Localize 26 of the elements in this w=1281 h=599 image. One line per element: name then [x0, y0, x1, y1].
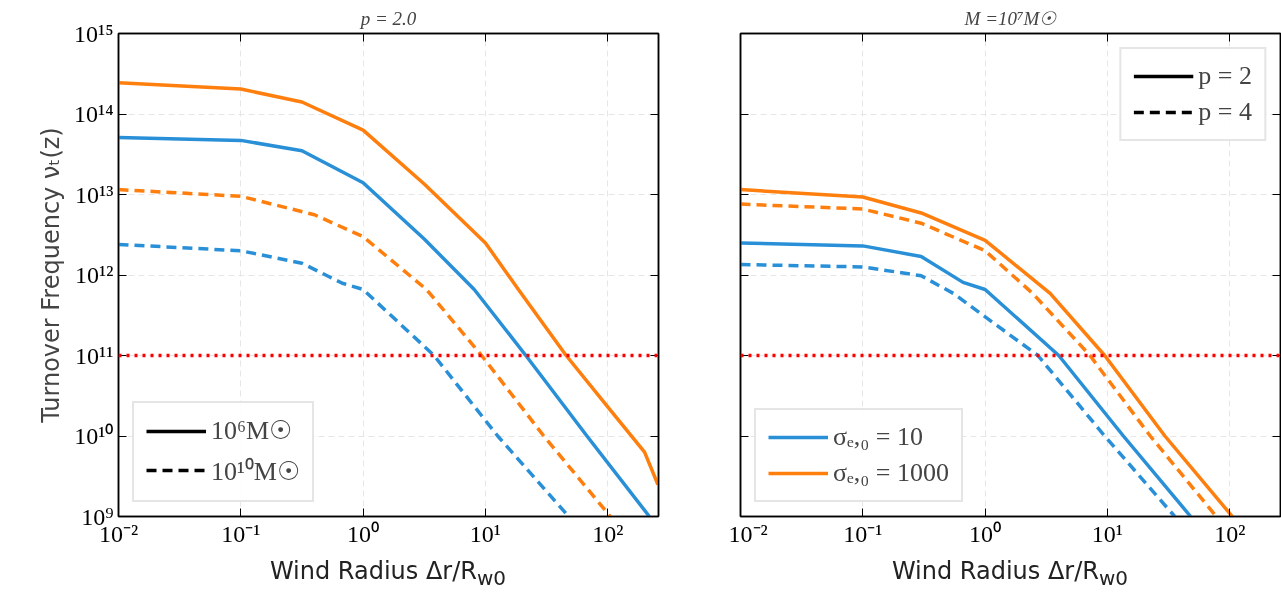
x-axis-title: Wind Radius Δr/R$_{w0}$: [269, 556, 507, 592]
legend-label: σₑ,₀ = 10: [833, 422, 923, 452]
x-axis-title: Wind Radius Δr/R$_{w0}$: [891, 556, 1129, 592]
x-tick-label: 10²: [1214, 520, 1246, 547]
chart-title: M =10⁷M☉: [963, 7, 1058, 29]
y-tick-label: 10¹⁰: [74, 423, 114, 449]
x-tick-label: 10⁻¹: [221, 520, 261, 547]
y-tick-label: 10¹³: [75, 181, 114, 208]
x-tick-label: 10²: [592, 520, 624, 547]
y-tick-label: 10¹¹: [75, 342, 114, 369]
y-tick-label: 10¹⁴: [73, 101, 114, 127]
x-tick-label: 10⁰: [969, 520, 1002, 547]
y-tick-label: 10¹²: [75, 262, 114, 288]
legend-label: 10⁶M☉: [211, 415, 293, 446]
chart-title: p = 2.0: [358, 7, 417, 29]
legend-label: p = 2: [1198, 61, 1252, 91]
x-tick-label: 10¹: [469, 520, 502, 547]
legend-label: 10¹⁰M☉: [211, 456, 300, 488]
y-axis-title: Turnover Frequency νₜ(z): [36, 127, 65, 424]
x-tick-label: 10⁻²: [728, 520, 768, 547]
legend-label: σₑ,₀ = 1000: [833, 458, 949, 488]
x-tick-label: 10¹: [1091, 520, 1124, 547]
x-tick-label: 10⁰: [347, 520, 380, 547]
legend-label: p = 4: [1198, 97, 1252, 127]
y-tick-label: 10¹⁵: [73, 20, 114, 47]
x-tick-label: 10⁻¹: [843, 520, 883, 547]
